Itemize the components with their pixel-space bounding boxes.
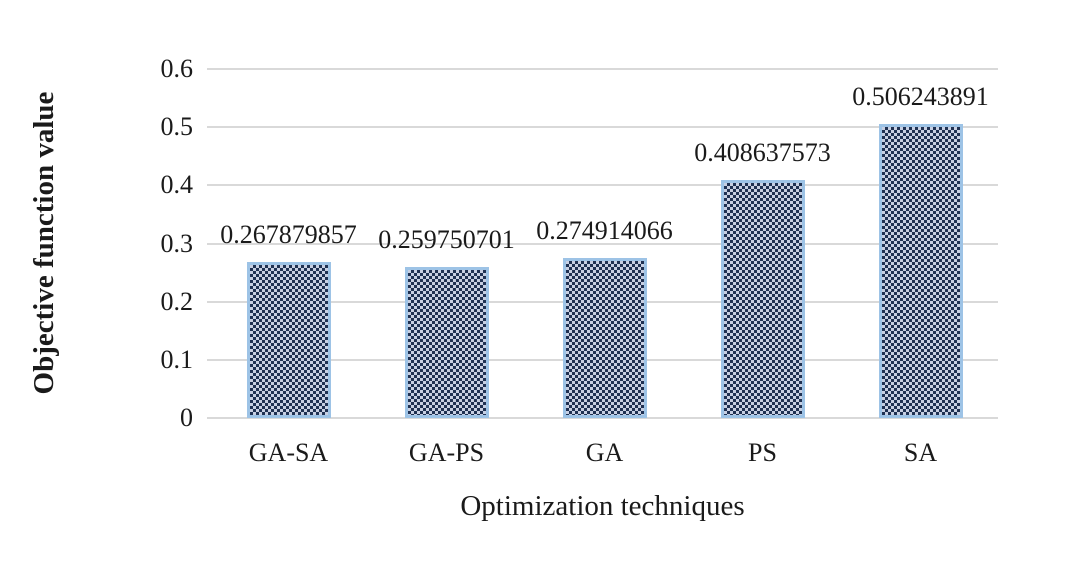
- x-axis-category-label: GA-PS: [408, 438, 485, 467]
- y-axis-tick-label: 0: [180, 403, 193, 432]
- y-axis-tick-label: 0.2: [160, 286, 194, 316]
- bar-value-label: 0.408637573: [694, 138, 831, 168]
- x-axis-title: Optimization techniques: [460, 490, 745, 522]
- gridline: [207, 126, 998, 129]
- y-axis-tick-label: 0.6: [160, 54, 194, 83]
- y-axis-title: Objective function value: [28, 91, 60, 395]
- gridline: [207, 184, 998, 187]
- y-axis-tick-label: 0.1: [160, 344, 194, 374]
- bar-value-label: 0.274914066: [536, 216, 673, 246]
- y-axis-tick-label: 0.3: [160, 228, 194, 258]
- bar: [246, 262, 331, 418]
- y-axis-tick-label: 0.5: [160, 112, 194, 142]
- x-axis-category-label: GA: [585, 438, 624, 467]
- bar: [562, 258, 647, 418]
- bar: [404, 266, 489, 418]
- gridline: [207, 68, 998, 70]
- bar-value-label: 0.267879857: [220, 220, 357, 250]
- gridline: [207, 417, 998, 419]
- y-axis-tick-label: 0.4: [160, 170, 194, 200]
- bar: [720, 180, 805, 418]
- x-axis-category-label: GA-SA: [248, 438, 329, 467]
- bar-value-label: 0.259750701: [378, 224, 515, 254]
- x-axis-category-label: SA: [903, 438, 938, 467]
- bar: [878, 123, 963, 418]
- x-axis-category-label: PS: [748, 438, 777, 467]
- gridline: [207, 242, 998, 245]
- bar-value-label: 0.506243891: [852, 81, 989, 111]
